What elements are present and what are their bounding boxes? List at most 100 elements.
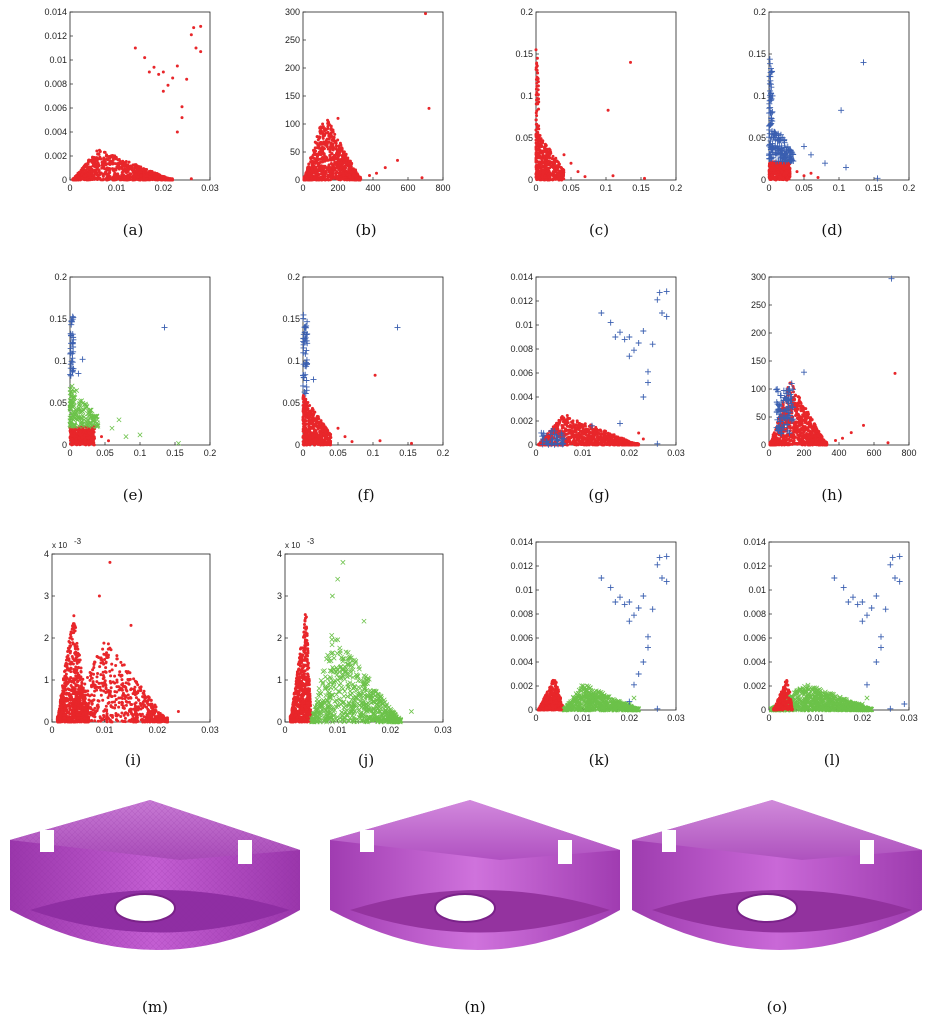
data-point — [768, 115, 775, 122]
data-point — [120, 173, 124, 177]
y-tick-label: 250 — [285, 35, 300, 45]
data-point — [72, 177, 76, 181]
y-tick-label: 50 — [290, 147, 300, 157]
data-point — [606, 108, 610, 112]
data-point — [322, 152, 326, 156]
data-point — [75, 440, 79, 444]
y-tick-label: 0.05 — [515, 133, 533, 143]
data-point — [300, 311, 307, 318]
x-tick-label: 400 — [365, 183, 380, 193]
data-point — [575, 420, 579, 424]
data-point — [769, 68, 776, 75]
x-tick-label: 0.1 — [367, 448, 380, 458]
data-point — [345, 178, 349, 182]
y-tick-label: 0.1 — [287, 356, 300, 366]
data-point — [316, 440, 320, 444]
data-point — [92, 163, 96, 167]
data-point — [313, 140, 317, 144]
data-point — [326, 173, 330, 177]
data-point — [317, 423, 321, 427]
x-tick-label: 0.2 — [204, 448, 217, 458]
x-tick-label: 0.05 — [562, 183, 580, 193]
data-point — [535, 91, 539, 95]
data-point — [535, 61, 539, 65]
scatter-panel-d: 0 0.05 0.1 0.15 0.2 0 0.05 0.1 0.15 0.2 (d) — [699, 0, 932, 245]
data-point — [319, 142, 323, 146]
data-point — [576, 170, 580, 174]
data-point — [321, 122, 325, 126]
data-point — [629, 60, 632, 64]
data-point — [545, 147, 549, 151]
data-point — [351, 173, 355, 177]
data-point — [770, 161, 774, 165]
scatter-panel-e: 0 0.05 0.1 0.15 0.2 0 0.05 0.1 0.15 0.2 (e) — [0, 265, 233, 510]
data-point — [318, 437, 322, 441]
data-point — [92, 155, 96, 159]
data-point — [562, 153, 566, 157]
data-point — [317, 167, 321, 171]
data-point — [70, 336, 77, 343]
data-point — [300, 382, 307, 389]
data-point — [768, 95, 775, 102]
data-point — [80, 436, 84, 440]
data-point — [76, 414, 81, 420]
data-point — [553, 160, 557, 164]
data-point — [77, 436, 81, 440]
data-point — [143, 56, 147, 60]
data-point — [808, 151, 814, 158]
data-point — [342, 168, 346, 172]
data-point — [115, 176, 119, 180]
data-point — [543, 175, 547, 179]
data-point — [95, 171, 99, 175]
data-point — [327, 163, 331, 167]
data-point — [301, 339, 308, 346]
y-tick-label: 0.2 — [753, 7, 766, 17]
data-point — [543, 162, 547, 166]
series-red — [71, 24, 203, 182]
series-red — [536, 414, 645, 447]
data-point — [91, 177, 95, 181]
data-point — [537, 97, 541, 101]
data-point — [301, 329, 308, 336]
series-red — [534, 48, 646, 182]
data-point — [92, 174, 96, 178]
data-point — [105, 166, 109, 170]
data-point — [334, 144, 338, 148]
data-point — [68, 389, 74, 395]
data-point — [328, 435, 332, 439]
data-point — [332, 147, 336, 151]
data-point — [80, 413, 86, 419]
data-point — [343, 435, 347, 439]
data-point — [354, 178, 358, 182]
data-point — [768, 84, 775, 91]
x-tick-label: 0.2 — [903, 183, 916, 193]
y-tick-label: 0 — [62, 440, 67, 450]
data-point — [306, 404, 310, 408]
data-point — [307, 411, 311, 415]
data-point — [310, 167, 314, 171]
data-point — [315, 438, 319, 442]
data-point — [199, 50, 203, 54]
data-point — [547, 163, 551, 167]
data-point — [311, 423, 315, 427]
data-point — [74, 443, 78, 447]
data-point — [68, 410, 74, 416]
data-point — [326, 120, 330, 124]
data-point — [123, 168, 127, 172]
data-point — [535, 153, 539, 157]
data-point — [790, 151, 797, 158]
data-point — [378, 439, 382, 443]
data-point — [548, 150, 552, 154]
data-point — [307, 172, 311, 176]
x-tick-label: 0 — [67, 183, 72, 193]
data-point — [373, 373, 377, 377]
data-point — [537, 151, 541, 155]
data-point — [357, 177, 361, 181]
data-point — [189, 177, 193, 181]
data-point — [148, 169, 152, 173]
data-point — [69, 331, 76, 338]
data-point — [767, 97, 774, 104]
series-green — [67, 383, 181, 446]
data-point — [562, 173, 566, 177]
y-tick-label: 0.2 — [287, 272, 300, 282]
